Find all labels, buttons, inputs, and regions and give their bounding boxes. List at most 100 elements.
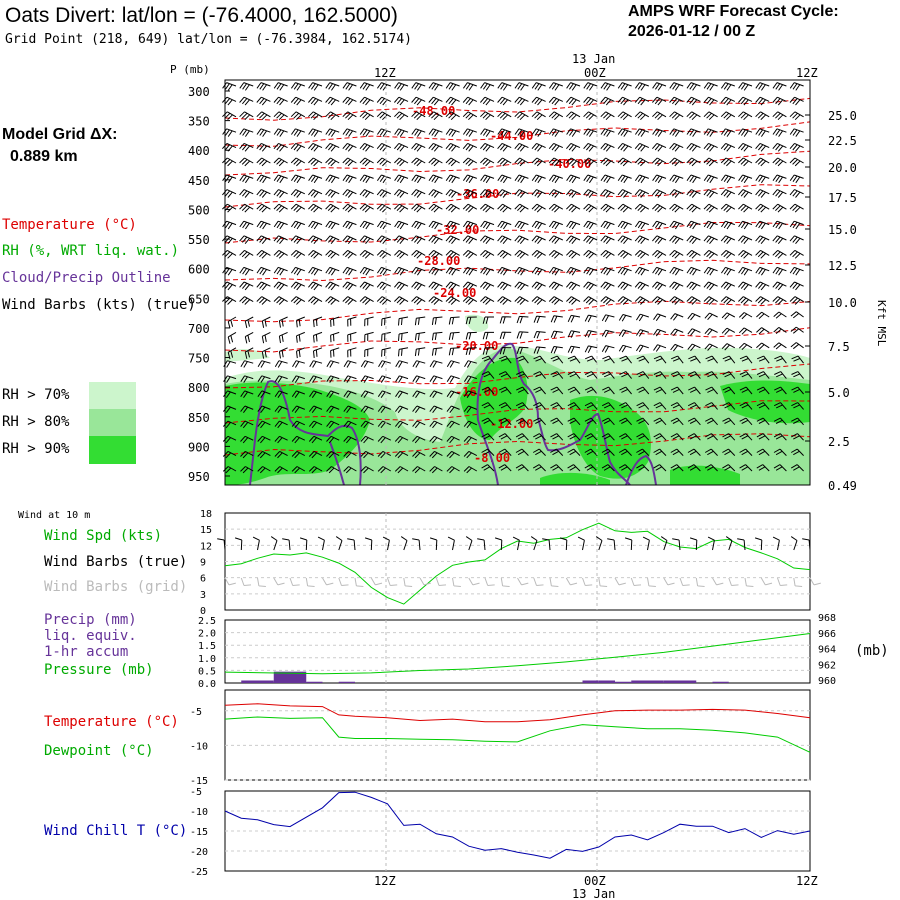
- pressure-tick-label: 450: [188, 174, 210, 188]
- xsec-barb: [278, 316, 288, 328]
- chill-ytick-label: -25: [190, 867, 208, 878]
- xsec-barb: [274, 405, 288, 414]
- xsec-barb: [773, 402, 787, 410]
- xsec-barb: [394, 96, 409, 106]
- xsec-barb: [634, 128, 649, 137]
- xsec-barb: [789, 96, 804, 106]
- xsec-barb: [686, 82, 701, 91]
- xsec-barb: [445, 266, 460, 276]
- xsec-barb: [514, 281, 529, 291]
- xsec-barb: [480, 189, 495, 198]
- xsec-barb: [532, 464, 546, 472]
- legend-rh80-swatch: [89, 409, 136, 436]
- surface-barb-true: [707, 536, 715, 551]
- xsec-barb: [738, 266, 753, 276]
- xsec-barb: [462, 142, 478, 152]
- xsec-frame: [224, 79, 811, 486]
- xsec-barb: [342, 189, 357, 198]
- xsec-barb: [256, 111, 271, 121]
- isotherm-line: [225, 97, 810, 121]
- xsec-barb: [240, 390, 254, 398]
- xsec-barb: [618, 448, 632, 456]
- xsec-barb: [498, 402, 512, 410]
- xsec-barb: [499, 316, 512, 324]
- xsec-barb: [244, 316, 254, 329]
- xsec-barb: [686, 142, 701, 152]
- xsec-barb: [634, 235, 650, 245]
- xsec-barb: [600, 111, 615, 121]
- xsec-barb: [325, 220, 340, 230]
- xsec-barb: [669, 128, 684, 137]
- xsec-barb: [772, 96, 787, 106]
- xsec-barb: [309, 405, 323, 414]
- xsec-barb: [686, 220, 701, 230]
- surface-barb-grid: [728, 577, 739, 586]
- xsec-barb: [411, 220, 426, 230]
- xsec-barb: [531, 174, 546, 184]
- xsec-barb: [686, 266, 701, 276]
- xsec-barb: [583, 189, 598, 198]
- xsec-barb: [550, 402, 564, 410]
- xsec-barb: [290, 128, 305, 137]
- xsec-barb: [239, 235, 254, 245]
- xsec-barb: [772, 249, 787, 259]
- xsec-barb: [308, 96, 323, 106]
- xsec-barb: [567, 314, 581, 323]
- xsec-barb: [550, 371, 564, 379]
- xsec-barb: [515, 417, 529, 426]
- xsec-barb: [377, 450, 392, 459]
- xsec-barb: [772, 220, 787, 230]
- xsec-barb: [239, 220, 254, 230]
- xsec-barb: [601, 329, 615, 338]
- xsec-barb: [601, 417, 615, 426]
- xsec-barb: [462, 249, 478, 259]
- wind-ytick-label: 18: [200, 509, 212, 520]
- pressure-tick-label: 550: [188, 233, 210, 247]
- xsec-barb: [531, 266, 546, 276]
- xsec-barb: [548, 235, 564, 245]
- xsec-barb: [583, 174, 598, 184]
- xsec-barb: [720, 189, 736, 198]
- xsec-barb: [619, 371, 632, 379]
- xsec-barb: [738, 157, 753, 167]
- surface-barb-true: [252, 536, 260, 551]
- xsec-barb: [738, 249, 753, 259]
- rh90-region-left: [225, 382, 370, 485]
- xsec-barb: [703, 96, 718, 106]
- legend-wind-barbs: Wind Barbs (kts) (true): [2, 297, 196, 313]
- xsec-barb: [448, 316, 460, 325]
- xsec-barb: [531, 96, 546, 106]
- xsec-barb: [411, 142, 426, 152]
- xsec-barb: [515, 402, 529, 410]
- xsec-barb: [481, 433, 495, 441]
- xsec-barb: [789, 189, 804, 198]
- xsec-barb: [791, 355, 804, 364]
- xsec-barb: [376, 157, 392, 167]
- xsec-barb: [360, 420, 374, 429]
- legend-rh80-label: RH > 80%: [2, 414, 70, 430]
- xsec-barb: [308, 174, 323, 184]
- xsec-barb: [739, 448, 753, 456]
- xsec-barb: [634, 142, 650, 152]
- xsec-barb: [428, 220, 443, 230]
- xsec-barb: [428, 281, 443, 291]
- xsec-barb: [364, 316, 374, 327]
- xsec-barb: [446, 466, 460, 474]
- xsec-barb: [291, 435, 306, 444]
- xsec-barb: [394, 128, 409, 137]
- kft-tick-label: 7.5: [828, 340, 850, 354]
- xsec-barb: [308, 296, 323, 305]
- xsec-barb: [291, 390, 305, 398]
- xsec-barb: [600, 142, 615, 152]
- xsec-barb: [686, 111, 701, 121]
- xsec-barb: [428, 235, 443, 245]
- xsec-barb: [256, 281, 271, 291]
- surface-barb-grid: [305, 577, 315, 587]
- xsec-barb: [394, 142, 409, 152]
- xsec-barb: [686, 235, 701, 245]
- xsec-barb: [359, 249, 374, 259]
- xsec-barb: [772, 111, 787, 121]
- xsec-barb: [514, 174, 529, 184]
- xsec-barb: [274, 466, 288, 474]
- xsec-barb: [652, 296, 667, 305]
